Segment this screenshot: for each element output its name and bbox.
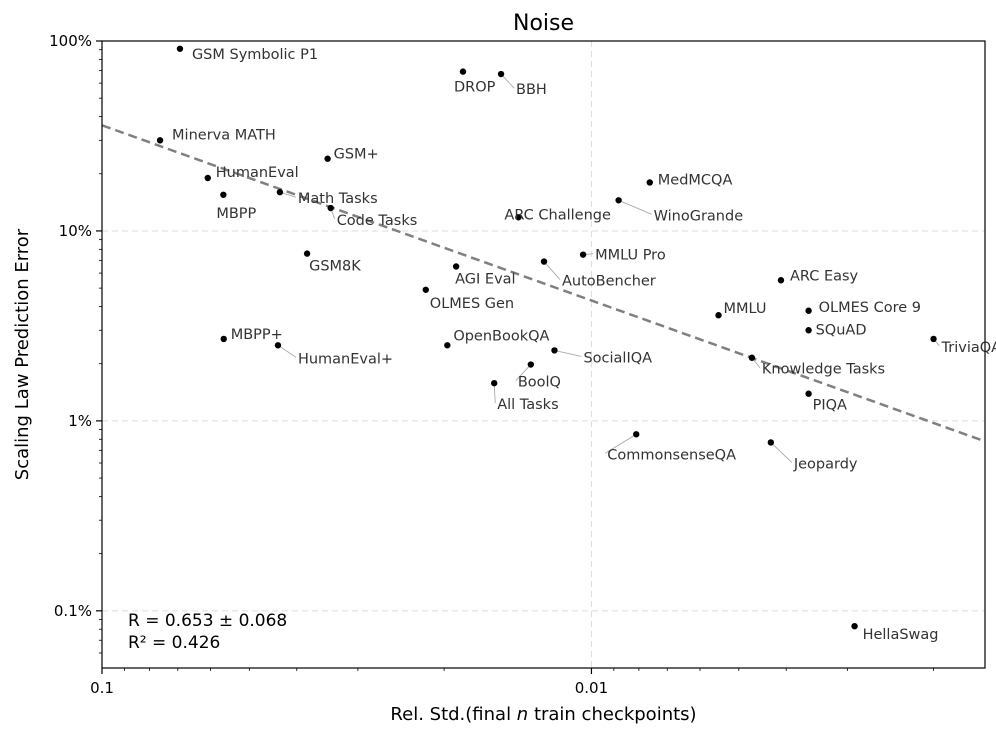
r-squared: R² = 0.426 [128, 633, 220, 653]
x-tick-label: 0.1 [90, 679, 114, 697]
point-label: All Tasks [497, 397, 558, 413]
data-point [444, 342, 451, 349]
point-label: BBH [516, 82, 547, 98]
data-point [204, 174, 211, 182]
point-label: MBPP+ [231, 327, 283, 343]
data-point [497, 70, 505, 78]
y-tick-label: 1% [68, 412, 92, 430]
point-label: ARC Easy [790, 268, 859, 284]
label-leader-line [515, 364, 532, 381]
x-tick-label: 0.01 [575, 679, 608, 697]
x-axis-title-prefix: Rel. Std.(final [390, 704, 516, 725]
y-tick-label: 100% [49, 32, 92, 50]
data-point [527, 361, 535, 368]
data-point [805, 390, 812, 397]
data-points [156, 45, 937, 630]
point-label: BoolQ [518, 375, 561, 391]
data-point [452, 263, 460, 270]
data-point [646, 179, 653, 186]
data-point [274, 342, 282, 349]
axis-ticks: 0.1 0.01 0.1% 1% 10% 100% [49, 32, 934, 697]
point-label: WinoGrande [654, 208, 744, 224]
point-label: MMLU [724, 301, 767, 317]
point-label: HumanEval [216, 165, 299, 181]
point-label: OpenBookQA [453, 328, 549, 344]
point-label: OLMES Core 9 [819, 300, 921, 316]
y-tick-label: 10% [59, 222, 92, 240]
label-leader-line [618, 199, 652, 215]
point-label: Jeopardy [793, 456, 858, 472]
point-label: TriviaQA [941, 340, 996, 356]
point-label: AutoBencher [562, 274, 656, 290]
point-label: ARC Challenge [504, 207, 611, 223]
data-point [327, 204, 334, 212]
point-label: AGI Eval [455, 271, 515, 287]
data-point [324, 155, 331, 162]
label-leader-line [543, 261, 561, 280]
data-point [515, 214, 522, 221]
point-label: GSM+ [334, 147, 379, 163]
data-point [220, 191, 227, 198]
point-label: CommonsenseQA [607, 447, 736, 463]
label-leader-line [277, 344, 297, 358]
y-axis-title: Scaling Law Prediction Error [12, 228, 33, 480]
x-axis-title-variable: n [517, 704, 528, 725]
point-label: MedMCQA [658, 172, 733, 188]
point-label: SocialIQA [583, 350, 652, 366]
y-tick-label: 0.1% [54, 602, 92, 620]
point-label: SQuAD [816, 322, 867, 338]
point-label: GSM8K [309, 259, 361, 275]
grid [102, 41, 985, 668]
point-label: HumanEval+ [298, 351, 393, 367]
data-point [579, 251, 587, 258]
data-point [805, 307, 812, 314]
label-leader-lines [277, 73, 940, 463]
label-leader-line [554, 349, 582, 357]
point-label: OLMES Gen [430, 296, 514, 312]
point-label: PIQA [813, 398, 847, 414]
plot-area-frame [101, 40, 986, 669]
data-point [633, 431, 640, 438]
point-label: MBPP [216, 206, 256, 222]
data-point [220, 335, 227, 343]
data-point [851, 622, 858, 630]
correlation-r: R = 0.653 ± 0.068 [128, 611, 287, 631]
chart-title: Noise [513, 11, 574, 36]
point-label: DROP [454, 80, 496, 96]
data-point [767, 439, 775, 446]
point-labels: GSM Symbolic P1 DROP BBH Minerva MATH GSM+ Me… [172, 47, 996, 643]
data-point [748, 354, 756, 361]
point-label: Knowledge Tasks [762, 362, 885, 378]
data-point [540, 258, 548, 265]
point-label: MMLU Pro [595, 248, 666, 264]
label-leader-line [604, 433, 637, 454]
data-point [777, 277, 785, 284]
label-leader-line [493, 383, 496, 404]
point-label: Code Tasks [337, 213, 418, 229]
x-axis-title-suffix: train checkpoints) [528, 704, 696, 725]
data-point [615, 197, 622, 204]
point-label: HellaSwag [863, 627, 939, 643]
x-axis-title: Rel. Std.(final n train checkpoints) [390, 704, 696, 725]
data-point [156, 137, 164, 144]
data-point [176, 45, 184, 52]
data-point [930, 335, 937, 343]
point-label: Minerva MATH [172, 127, 276, 143]
data-point [551, 347, 558, 354]
point-label: GSM Symbolic P1 [192, 47, 318, 63]
data-point [805, 327, 812, 334]
label-leader-line [770, 442, 793, 463]
data-point [276, 188, 284, 196]
data-point [491, 379, 498, 387]
data-point [715, 312, 722, 319]
point-label: Math Tasks [298, 191, 378, 207]
data-point [303, 250, 311, 257]
data-point [459, 68, 467, 75]
data-point [422, 286, 429, 293]
trendline [101, 124, 986, 443]
